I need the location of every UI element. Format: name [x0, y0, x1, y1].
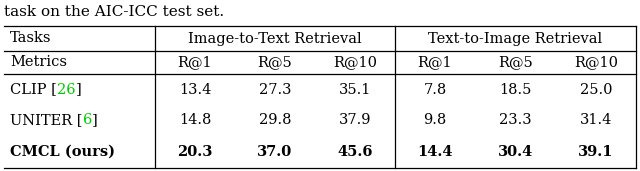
Text: UNITER [: UNITER [ [10, 114, 83, 128]
Text: 9.8: 9.8 [424, 114, 447, 128]
Text: 6: 6 [83, 114, 92, 128]
Text: 45.6: 45.6 [337, 145, 372, 159]
Text: Metrics: Metrics [10, 56, 67, 69]
Text: 7.8: 7.8 [424, 82, 447, 96]
Text: ]: ] [76, 82, 81, 96]
Text: 37.0: 37.0 [257, 145, 292, 159]
Text: R@1: R@1 [178, 56, 212, 69]
Text: 13.4: 13.4 [179, 82, 211, 96]
Text: 35.1: 35.1 [339, 82, 371, 96]
Text: Tasks: Tasks [10, 31, 51, 45]
Text: R@5: R@5 [498, 56, 533, 69]
Text: 14.8: 14.8 [179, 114, 211, 128]
Text: 23.3: 23.3 [499, 114, 532, 128]
Text: 14.4: 14.4 [417, 145, 452, 159]
Text: 25.0: 25.0 [580, 82, 612, 96]
Text: Text-to-Image Retrieval: Text-to-Image Retrieval [428, 31, 603, 45]
Text: 18.5: 18.5 [499, 82, 532, 96]
Text: R@1: R@1 [418, 56, 452, 69]
Text: 26: 26 [57, 82, 76, 96]
Text: 27.3: 27.3 [259, 82, 291, 96]
Text: CMCL (ours): CMCL (ours) [10, 145, 115, 159]
Text: task on the AIC-ICC test set.: task on the AIC-ICC test set. [4, 5, 224, 19]
Text: R@10: R@10 [574, 56, 618, 69]
Text: 29.8: 29.8 [259, 114, 291, 128]
Text: 20.3: 20.3 [177, 145, 212, 159]
Text: R@10: R@10 [333, 56, 377, 69]
Text: R@5: R@5 [258, 56, 292, 69]
Text: 31.4: 31.4 [580, 114, 612, 128]
Text: CLIP [: CLIP [ [10, 82, 57, 96]
Text: Image-to-Text Retrieval: Image-to-Text Retrieval [188, 31, 362, 45]
Text: 37.9: 37.9 [339, 114, 371, 128]
Text: 30.4: 30.4 [498, 145, 533, 159]
Text: 39.1: 39.1 [579, 145, 614, 159]
Text: ]: ] [92, 114, 98, 128]
